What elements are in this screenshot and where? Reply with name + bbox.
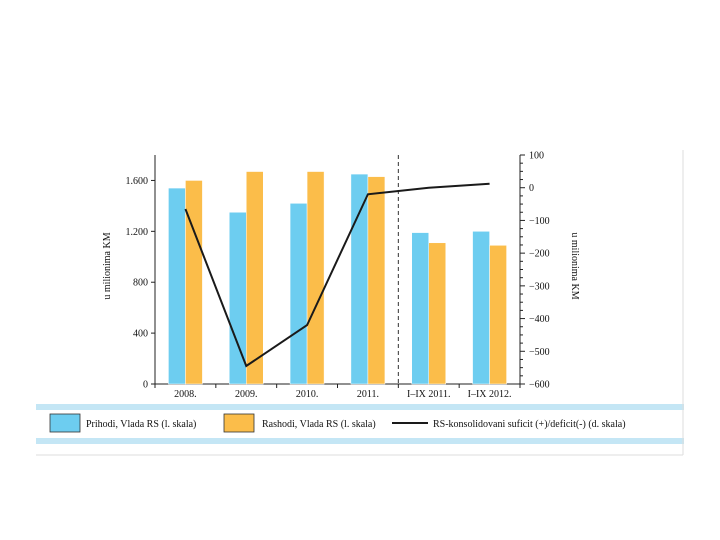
bar-prihodi — [168, 187, 186, 385]
line-suficit-deficit — [184, 182, 490, 368]
y-right-tick-label: 100 — [529, 151, 544, 162]
x-tick-label: I–IX 2011. — [407, 389, 451, 400]
y-right-tick-label: −200 — [529, 249, 550, 260]
legend-label-rashodi: Rashodi, Vlada RS (l. skala) — [262, 419, 376, 430]
y-axis-right-label: u milionima KM — [569, 232, 580, 299]
y-left-tick-label: 1.200 — [126, 227, 149, 238]
x-tick-label: 2008. — [174, 389, 197, 400]
legend-band-bottom — [36, 438, 684, 444]
x-tick-label: 2011. — [357, 389, 379, 400]
bar-rashodi — [489, 245, 507, 385]
x-tick-label: 2009. — [235, 389, 258, 400]
y-axis-left-label: u milionima KM — [102, 232, 113, 299]
legend: Prihodi, Vlada RS (l. skala) Rashodi, Vl… — [49, 413, 626, 433]
y-left-tick-label: 800 — [133, 278, 148, 289]
x-tick-label: 2010. — [296, 389, 319, 400]
y-right-tick-label: −400 — [529, 314, 550, 325]
legend-label-prihodi: Prihodi, Vlada RS (l. skala) — [86, 419, 196, 430]
y-right-tick-label: 0 — [529, 183, 534, 194]
bar-prihodi — [411, 232, 429, 385]
bar-rashodi — [246, 171, 264, 385]
bar-rashodi — [185, 180, 203, 385]
bar-rashodi — [367, 176, 386, 385]
bar-rashodi — [428, 242, 446, 385]
y-right-tick-label: −600 — [529, 380, 550, 391]
legend-label-suficit: RS-konsolidovani suficit (+)/deficit(-) … — [433, 419, 626, 430]
bar-prihodi — [289, 203, 308, 385]
legend-swatch-rashodi — [223, 413, 255, 433]
bar-prihodi — [472, 231, 490, 385]
legend-band-top — [36, 404, 684, 410]
bar-prihodi — [350, 173, 369, 385]
y-left-tick-label: 400 — [133, 329, 148, 340]
y-right-tick-label: −100 — [529, 216, 550, 227]
y-left-tick-label: 1.600 — [126, 176, 149, 187]
y-left-tick-label: 0 — [143, 380, 148, 391]
legend-swatch-prihodi — [49, 413, 81, 433]
bar-rashodi — [306, 171, 325, 385]
plot-area: 0 400 800 1.200 1.600 −600 −500 −400 −300 −200 −10… — [126, 151, 550, 401]
x-tick-label: I–IX 2012. — [468, 389, 512, 400]
y-right-tick-label: −300 — [529, 281, 550, 292]
y-right-tick-label: −500 — [529, 347, 550, 358]
